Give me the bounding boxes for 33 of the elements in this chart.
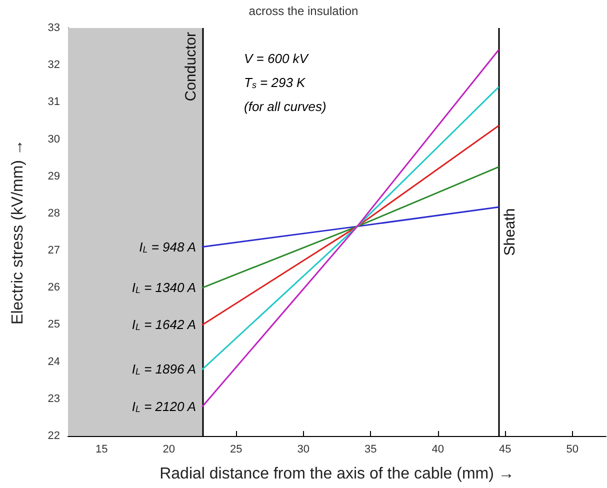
y-tick-label: 28	[48, 207, 60, 220]
x-tick-label: 35	[364, 444, 377, 456]
series-label: IL = 1896 A	[132, 362, 196, 377]
x-tick-label: 20	[162, 444, 175, 456]
x-tick-label: 30	[297, 444, 310, 456]
chart-title: across the insulation	[248, 4, 358, 18]
ref-line-label: Sheath	[501, 208, 518, 256]
x-tick-label: 50	[566, 444, 578, 456]
y-tick-label: 23	[48, 392, 60, 405]
y-tick-label: 30	[48, 133, 60, 146]
y-tick-label: 22	[48, 430, 60, 442]
y-tick-label: 32	[48, 59, 60, 72]
series-label: IL = 1340 A	[132, 280, 196, 296]
y-tick-label: 24	[48, 356, 60, 368]
x-axis-title: Radial distance from the axis of the cable (mm) →	[160, 466, 514, 482]
y-tick-label: 31	[48, 96, 60, 108]
x-tick-label: 15	[96, 444, 108, 456]
y-tick-label: 27	[48, 244, 60, 257]
ref-line-label: Conductor	[182, 32, 200, 102]
series-label: IL = 1642 A	[132, 317, 196, 332]
annotation: (for all curves)	[244, 99, 326, 114]
annotation: Ts = 293 K	[244, 75, 307, 90]
y-tick-label: 25	[48, 318, 60, 331]
x-tick-label: 40	[432, 444, 444, 456]
annotation: V = 600 kV	[244, 51, 310, 66]
y-tick-label: 33	[48, 22, 60, 34]
x-tick-label: 45	[499, 444, 512, 456]
series-label: IL = 2120 A	[132, 398, 196, 414]
y-tick-label: 29	[48, 170, 60, 182]
y-axis-title: Electric stress (kV/mm) →	[10, 140, 26, 324]
x-tick-label: 25	[230, 444, 242, 456]
y-tick-label: 26	[48, 282, 60, 294]
series-label: IL = 948 A	[139, 239, 196, 254]
